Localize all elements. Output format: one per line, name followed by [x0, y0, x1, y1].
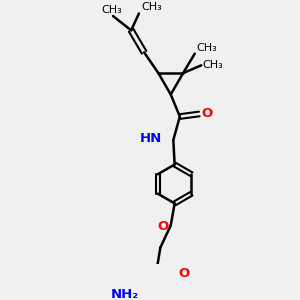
Text: CH₃: CH₃ [142, 2, 162, 12]
Text: CH₃: CH₃ [202, 60, 223, 70]
Text: NH₂: NH₂ [111, 288, 139, 300]
Text: O: O [158, 220, 169, 233]
Text: O: O [201, 107, 213, 121]
Text: O: O [178, 267, 189, 280]
Text: HN: HN [140, 132, 162, 145]
Text: CH₃: CH₃ [101, 5, 122, 15]
Text: CH₃: CH₃ [196, 43, 217, 53]
